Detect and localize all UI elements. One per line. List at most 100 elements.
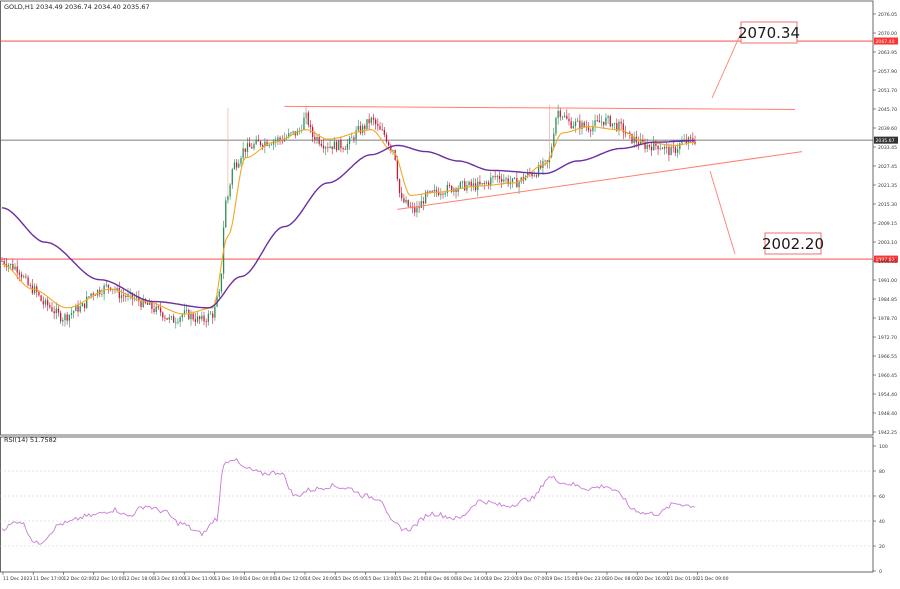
candle-body	[375, 119, 377, 125]
candle-body	[620, 121, 622, 124]
candle-body	[501, 178, 503, 182]
candle-body	[605, 117, 607, 125]
candle-body	[60, 312, 62, 322]
candle-body	[192, 313, 194, 320]
candle-body	[570, 121, 572, 129]
target-down-label: 2002.20	[762, 235, 824, 253]
candle-body	[251, 146, 253, 149]
candle-body	[566, 115, 568, 119]
candle-body	[483, 183, 485, 184]
price-tick-label: 2051.70	[878, 88, 897, 94]
candle-body	[277, 137, 279, 141]
candle-body	[433, 189, 435, 192]
candle-body	[492, 176, 494, 178]
candle-body	[283, 138, 286, 142]
candle-body	[692, 138, 694, 142]
candle-body	[624, 132, 627, 134]
candle-body	[344, 149, 346, 150]
candle-body	[494, 176, 496, 177]
candle-body	[581, 122, 583, 130]
candle-body	[637, 142, 640, 145]
candle-body	[290, 132, 292, 134]
candle-body	[507, 178, 509, 185]
rsi-tick-label: 0	[879, 569, 882, 575]
candle-body	[138, 296, 140, 302]
candle-body	[403, 198, 405, 203]
candle-body	[416, 207, 418, 213]
candle-body	[418, 207, 420, 209]
candle-body	[268, 144, 270, 146]
candle-body	[640, 139, 642, 145]
candle-body	[101, 293, 103, 295]
rsi-tick-label: 60	[879, 494, 885, 500]
candle-body	[183, 310, 186, 315]
candle-body	[355, 130, 357, 140]
candle-body	[379, 125, 381, 130]
candle-body	[53, 311, 55, 314]
candle-body	[646, 144, 648, 149]
candle-body	[555, 118, 557, 134]
price-tick-label: 2057.90	[878, 69, 897, 75]
ma-layer	[1, 126, 696, 315]
candle-body	[670, 146, 672, 156]
candle-body	[657, 145, 659, 150]
candle-body	[603, 121, 605, 125]
candle-body	[644, 142, 646, 149]
candle-body	[166, 318, 168, 320]
candle-body	[666, 146, 668, 148]
candle-body	[57, 308, 60, 313]
price-tick-label: 2033.45	[878, 145, 897, 151]
candle-body	[144, 299, 147, 303]
candle-body	[583, 122, 585, 127]
candle-body	[405, 199, 407, 203]
candle-body	[29, 285, 31, 286]
candle-body	[214, 306, 216, 318]
candle-body	[438, 192, 440, 196]
level-layer: 2067.40 1997.63 2035.67	[0, 37, 898, 263]
candle-body	[10, 264, 12, 265]
candle-body	[142, 299, 144, 307]
candle-body	[140, 301, 142, 307]
candle-body	[642, 139, 644, 143]
candle-body	[659, 148, 661, 150]
candle-body	[616, 123, 618, 131]
candle-body	[470, 181, 472, 186]
rsi-tick-label: 40	[879, 519, 885, 525]
level-price-label: 2067.40	[876, 39, 895, 45]
candle-body	[648, 144, 651, 147]
candle-body	[388, 141, 390, 146]
time-tick-label: 18 Dec 22:00	[486, 576, 517, 582]
candle-body	[420, 201, 422, 208]
candle-body	[590, 130, 592, 132]
time-tick-label: 15 Dec 21:00	[396, 576, 427, 582]
candle-body	[498, 175, 501, 179]
candle-body	[622, 123, 624, 133]
candle-body	[468, 181, 470, 186]
candle-body	[407, 199, 409, 207]
candle-body	[212, 313, 214, 318]
candle-body	[587, 127, 590, 131]
candle-body	[331, 146, 333, 150]
candle-body	[175, 322, 177, 324]
candle-body	[105, 284, 107, 286]
candle-body	[264, 141, 266, 147]
candle-body	[505, 178, 507, 180]
candle-body	[385, 134, 388, 142]
candle-body	[238, 163, 240, 168]
time-tick-label: 12 Dec 18:00	[124, 576, 155, 582]
candle-body	[444, 192, 446, 195]
candle-body	[94, 294, 97, 296]
candle-body	[64, 314, 66, 321]
candle-body	[255, 139, 257, 145]
candle-body	[435, 189, 438, 193]
price-tick-label: 1978.70	[878, 316, 897, 322]
price-tick-label: 1984.85	[878, 297, 897, 303]
rsi-tick-label: 80	[879, 469, 885, 475]
target-up-pointer	[711, 32, 742, 99]
candle-body	[259, 141, 262, 146]
candle-body	[459, 182, 462, 188]
candle-body	[455, 188, 457, 192]
candle-body	[292, 131, 294, 133]
